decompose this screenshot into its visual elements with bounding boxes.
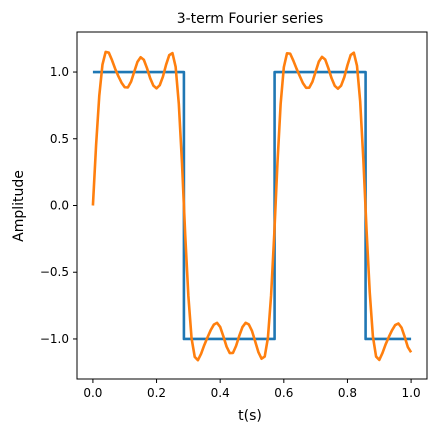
- x-tick-label: 1.0: [402, 386, 421, 400]
- series-layer: [91, 50, 413, 362]
- y-tick-label: 0.0: [50, 199, 69, 213]
- x-tick-label: 0.6: [274, 386, 293, 400]
- series-1-line: [91, 50, 413, 362]
- y-tick-label: −1.0: [40, 332, 69, 346]
- x-tick-label: 0.8: [338, 386, 357, 400]
- y-axis-label: Amplitude: [11, 170, 27, 242]
- y-tick-label: 0.5: [50, 132, 69, 146]
- x-tick-label: 0.2: [147, 386, 166, 400]
- y-axis: 1.0 0.5 0.0 −0.5 −1.0: [40, 65, 77, 346]
- x-tick-label: 0.0: [83, 386, 102, 400]
- plot-area: [76, 31, 428, 380]
- x-axis-label: t(s): [238, 408, 262, 424]
- chart-title: 3-term Fourier series: [177, 11, 324, 27]
- y-tick-label: −0.5: [40, 265, 69, 279]
- x-tick-label: 0.4: [211, 386, 230, 400]
- series-0-line: [92, 70, 412, 341]
- x-axis: 0.0 0.2 0.4 0.6 0.8 1.0: [83, 379, 421, 400]
- y-tick-label: 1.0: [50, 65, 69, 79]
